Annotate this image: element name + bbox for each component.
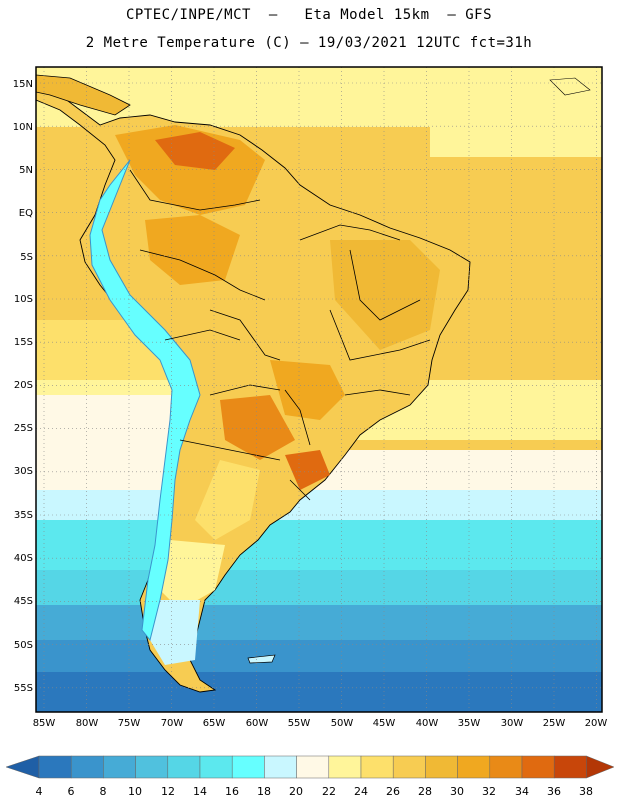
lat-label: 5N xyxy=(19,165,33,176)
lat-label: 20S xyxy=(14,380,33,391)
lon-label: 40W xyxy=(416,718,439,729)
latitude-labels: 15N 10N 5N EQ 5S 10S 15S 20S 25S 30S 35S… xyxy=(13,79,33,694)
lon-label: 65W xyxy=(203,718,226,729)
lat-label: 30S xyxy=(14,466,33,477)
cool-patch-south xyxy=(150,600,200,665)
colorbar-label: 18 xyxy=(257,785,271,798)
colorbar-label: 26 xyxy=(386,785,400,798)
cold-band-3 xyxy=(36,605,602,645)
colorbar-swatch xyxy=(264,755,297,779)
mild-patch-patagonia xyxy=(160,540,225,610)
colorbar-label: 16 xyxy=(225,785,239,798)
lon-label: 80W xyxy=(76,718,99,729)
colorbar-label: 30 xyxy=(450,785,464,798)
longitude-labels: 85W 80W 75W 70W 65W 60W 55W 50W 45W 40W … xyxy=(33,718,608,729)
colorbar-swatch xyxy=(199,755,233,779)
colorbar-swatch xyxy=(231,755,265,779)
lon-label: 30W xyxy=(501,718,524,729)
mild-patch-pampas xyxy=(195,460,260,540)
colorbar-label: 10 xyxy=(128,785,142,798)
map-field xyxy=(36,67,602,712)
lat-label: 10S xyxy=(14,294,33,305)
colorbar-swatch xyxy=(167,755,201,779)
warm-patch-northeast xyxy=(330,240,440,350)
lat-label: 40S xyxy=(14,553,33,564)
lon-label: 85W xyxy=(33,718,56,729)
colorbar-swatch xyxy=(70,755,104,779)
colorbar-swatch xyxy=(38,755,72,779)
caribbean-island xyxy=(549,77,591,96)
colorbar-swatch xyxy=(553,755,587,779)
lon-label: 60W xyxy=(246,718,269,729)
lon-label: 45W xyxy=(373,718,396,729)
lat-label: 15S xyxy=(14,337,33,348)
colorbar-label: 6 xyxy=(68,785,75,798)
lon-label: 20W xyxy=(585,718,608,729)
lon-label: 35W xyxy=(458,718,481,729)
warm-patch-chaco xyxy=(220,395,295,460)
colorbar-labels: 4 6 8 10 12 14 16 18 20 22 24 26 28 30 3… xyxy=(36,785,594,798)
colorbar-label: 32 xyxy=(482,785,496,798)
warm-patch-mato-grosso xyxy=(270,360,345,420)
colorbar-label: 38 xyxy=(579,785,593,798)
colorbar-swatch xyxy=(103,755,136,779)
lat-label: 55S xyxy=(14,683,33,694)
falkland-islands xyxy=(247,654,276,664)
colorbar xyxy=(5,755,615,779)
colorbar-label: 20 xyxy=(289,785,303,798)
lat-label: 5S xyxy=(20,252,33,263)
colorbar-swatch xyxy=(425,755,458,779)
colorbar-swatch xyxy=(328,755,362,779)
hot-patch-south-brazil xyxy=(285,450,330,490)
lat-label: 15N xyxy=(13,79,33,90)
lat-label: 45S xyxy=(14,596,33,607)
colorbar-max-arrow xyxy=(586,755,615,779)
lon-label: 50W xyxy=(331,718,354,729)
colorbar-swatch xyxy=(521,755,555,779)
warm-patch-amazon xyxy=(145,215,240,285)
colorbar-swatch xyxy=(135,755,169,779)
lat-label: 25S xyxy=(14,423,33,434)
colorbar-label: 28 xyxy=(418,785,432,798)
chart-title-line1: CPTEC/INPE/MCT – Eta Model 15km – GFS xyxy=(125,7,493,23)
colorbar-label: 8 xyxy=(100,785,107,798)
pacific-cool-band xyxy=(36,395,176,455)
map-frame xyxy=(35,66,603,713)
lat-label: 35S xyxy=(14,510,33,521)
colorbar-label: 36 xyxy=(547,785,561,798)
colorbar-swatch xyxy=(360,755,394,779)
lon-label: 70W xyxy=(161,718,184,729)
colorbar-swatch xyxy=(457,755,491,779)
colorbar-min-arrow xyxy=(5,755,40,779)
cold-band-5 xyxy=(36,672,602,712)
colorbar-label: 14 xyxy=(193,785,207,798)
colorbar-label: 34 xyxy=(515,785,529,798)
colorbar-label: 24 xyxy=(354,785,368,798)
colorbar-swatch xyxy=(392,755,426,779)
lat-label: EQ xyxy=(19,208,33,219)
lon-label: 75W xyxy=(118,718,141,729)
colorbar-label: 12 xyxy=(161,785,175,798)
lat-label: 50S xyxy=(14,640,33,651)
colorbar-swatch xyxy=(489,755,523,779)
colorbar-swatch xyxy=(296,755,330,779)
colorbar-label: 22 xyxy=(322,785,336,798)
chart-title-line2: 2 Metre Temperature (C) – 19/03/2021 12U… xyxy=(85,35,533,51)
lon-label: 25W xyxy=(543,718,566,729)
colorbar-label: 4 xyxy=(36,785,43,798)
country-borders xyxy=(129,169,431,501)
lat-label: 10N xyxy=(13,122,33,133)
lon-label: 55W xyxy=(288,718,311,729)
central-america xyxy=(36,74,131,116)
hot-patch-venezuela xyxy=(155,132,235,170)
andes-cold-strip xyxy=(89,159,201,642)
